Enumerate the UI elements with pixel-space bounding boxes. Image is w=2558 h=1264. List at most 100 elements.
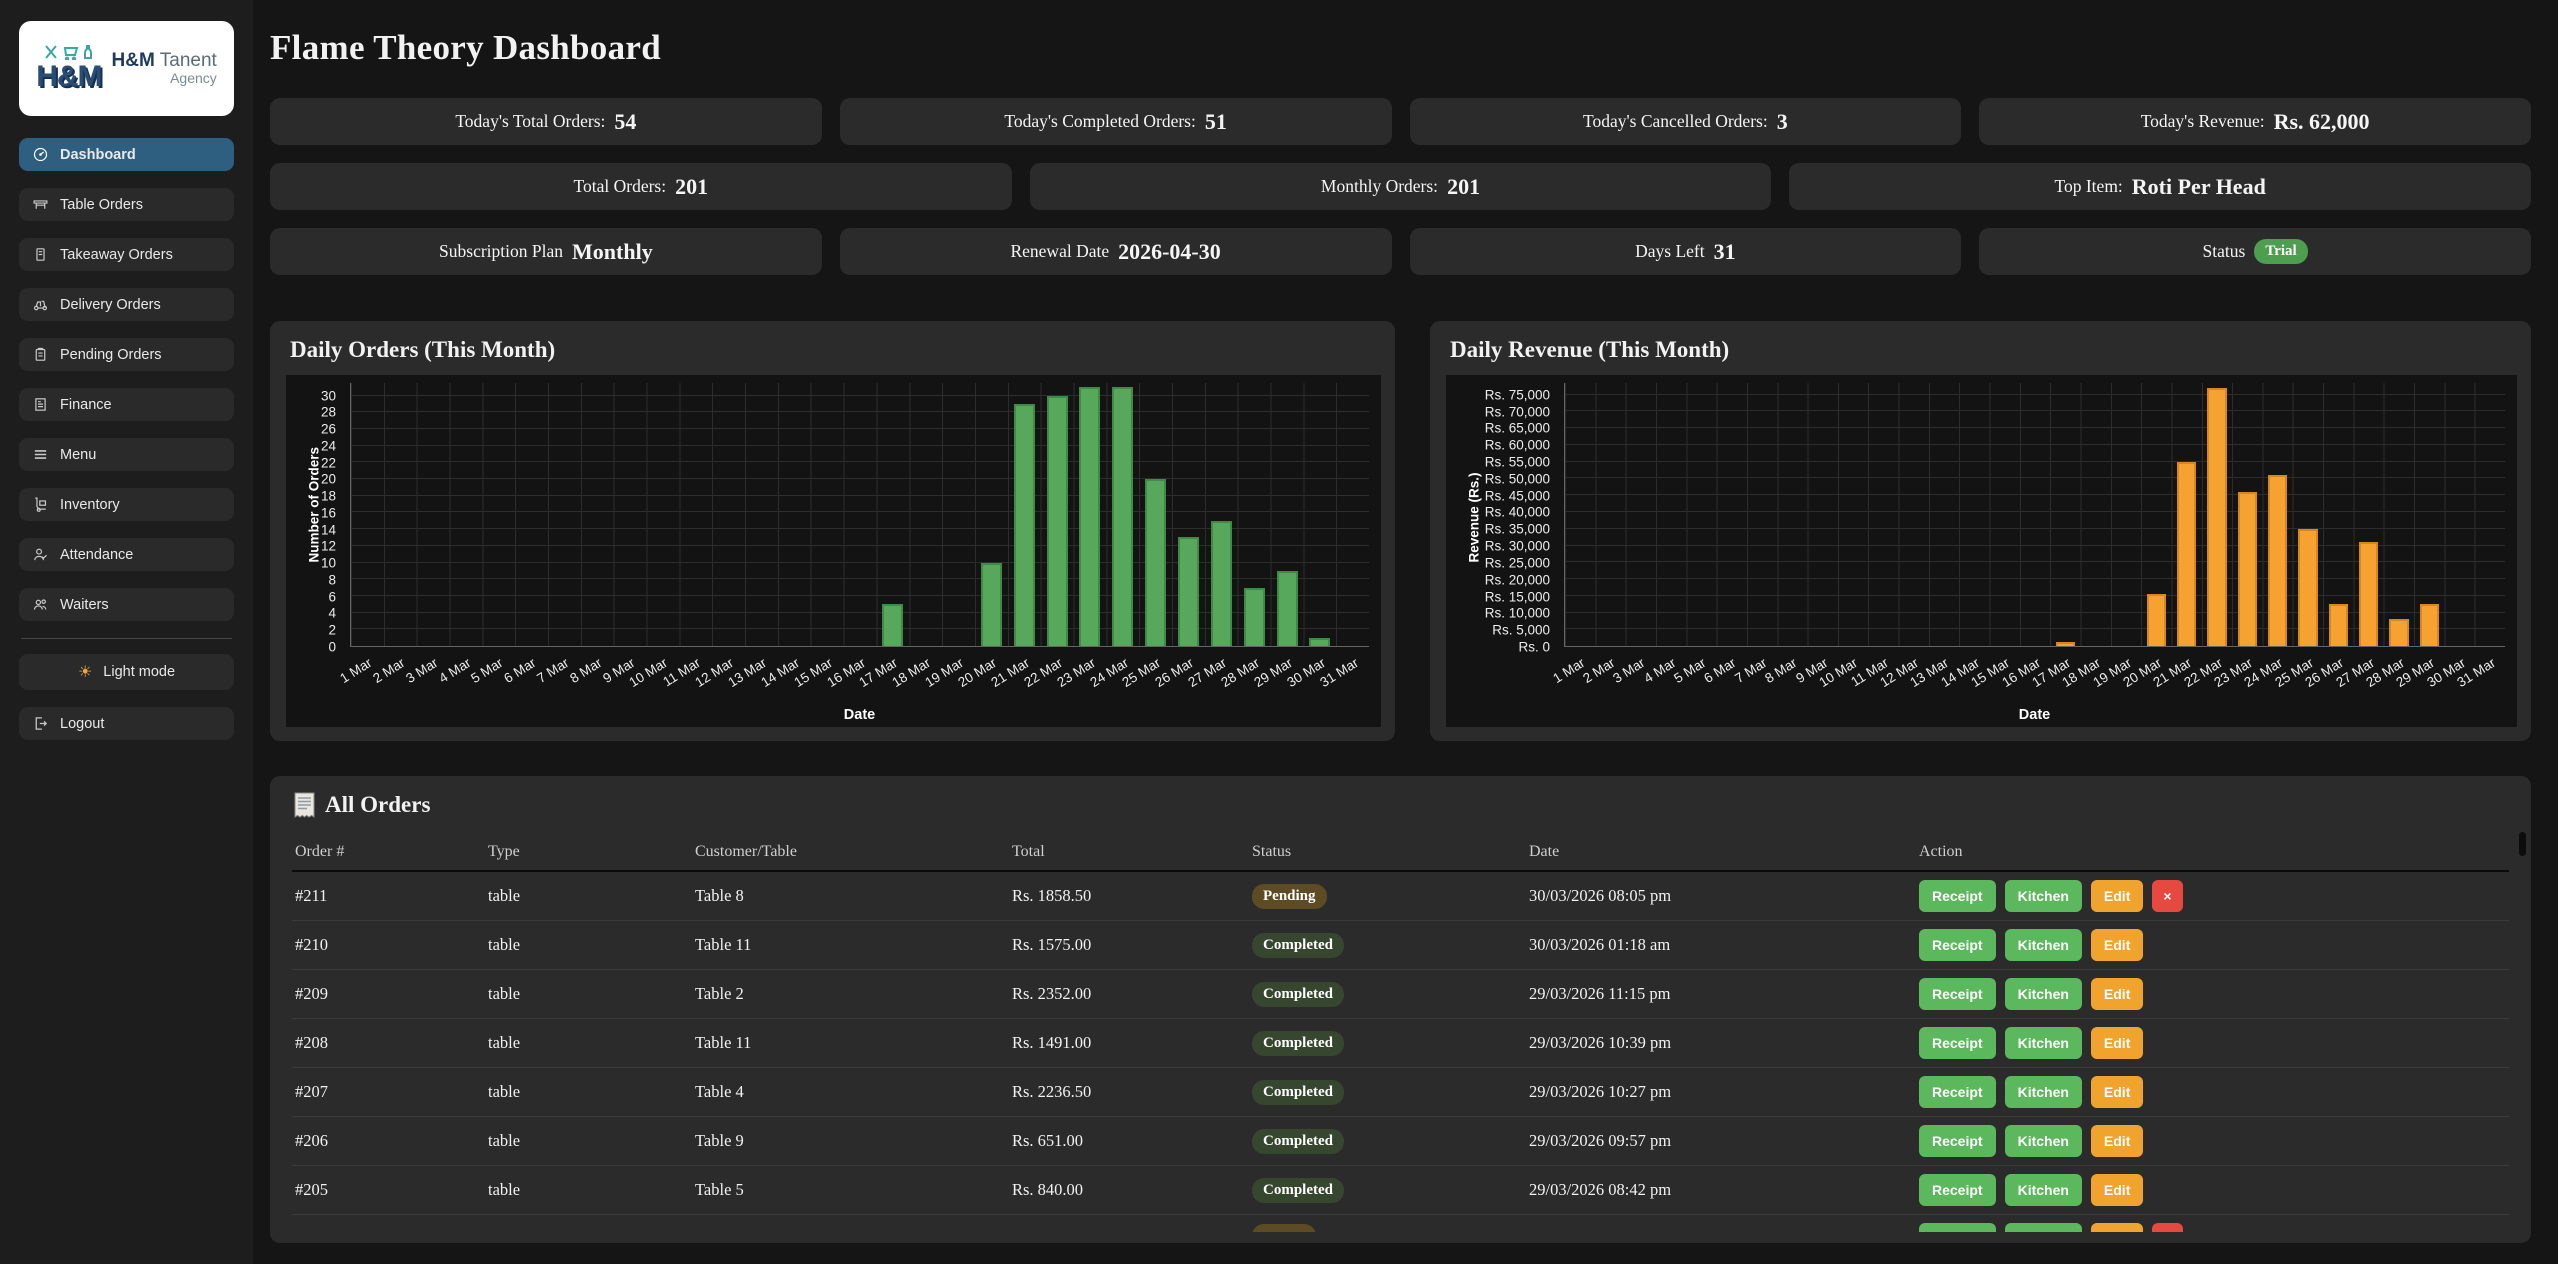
- gridline: [1565, 477, 2505, 479]
- y-tick-label: Rs. 50,000: [1484, 471, 1550, 487]
- stat-card-monthly-orders: Monthly Orders: 201: [1029, 163, 1772, 210]
- kitchen-button[interactable]: Kitchen: [2004, 1125, 2082, 1157]
- bar-slot-27-mar: [1205, 383, 1238, 646]
- gridline: [351, 494, 1369, 496]
- bar-23-mar: [1079, 387, 1101, 646]
- sidebar-item-takeaway-orders[interactable]: Takeaway Orders: [19, 238, 234, 271]
- edit-button[interactable]: Edit: [2090, 1223, 2144, 1232]
- cell-type: table: [488, 886, 521, 905]
- y-tick-label: Rs. 75,000: [1484, 387, 1550, 403]
- receipt-button[interactable]: Receipt: [1919, 1174, 1996, 1206]
- bars: [1565, 383, 2505, 646]
- stat-value: 201: [675, 173, 709, 199]
- bar-slot-24-mar: [2263, 383, 2293, 646]
- kitchen-button[interactable]: Kitchen: [2004, 1174, 2082, 1206]
- cell-type: table: [488, 1180, 521, 1199]
- bar-slot-7-mar: [548, 383, 581, 646]
- delete-button[interactable]: ×: [2152, 880, 2183, 912]
- sidebar-item-inventory[interactable]: Inventory: [19, 488, 234, 521]
- gridline: [351, 427, 1369, 429]
- receipt-button[interactable]: Receipt: [1919, 1223, 1996, 1232]
- bar-slot-5-mar: [482, 383, 515, 646]
- sidebar-item-menu[interactable]: Menu: [19, 438, 234, 471]
- kitchen-button[interactable]: Kitchen: [2004, 1223, 2082, 1232]
- bar-slot-6-mar: [515, 383, 548, 646]
- bar-slot-1-mar: [1565, 383, 1595, 646]
- edit-button[interactable]: Edit: [2090, 880, 2144, 912]
- sidebar-item-finance[interactable]: Finance: [19, 388, 234, 421]
- y-tick-label: Rs. 65,000: [1484, 420, 1550, 436]
- bar-slot-29-mar: [1271, 383, 1304, 646]
- sidebar-item-label: Waiters: [60, 596, 109, 613]
- sidebar-item-delivery-orders[interactable]: Delivery Orders: [19, 288, 234, 321]
- table-icon: [31, 196, 49, 214]
- bar-25-mar: [1145, 479, 1167, 646]
- cell-date: 29/03/2026 09:57 pm: [1529, 1131, 1672, 1150]
- bar-25-mar: [2298, 528, 2318, 646]
- bar-27-mar: [1210, 520, 1232, 646]
- bar-slot-8-mar: [1777, 383, 1807, 646]
- bar-17-mar: [882, 604, 904, 646]
- bar-slot-4-mar: [1656, 383, 1686, 646]
- sidebar-item-attendance[interactable]: Attendance: [19, 538, 234, 571]
- edit-button[interactable]: Edit: [2090, 1125, 2144, 1157]
- kitchen-button[interactable]: Kitchen: [2004, 1027, 2082, 1059]
- cell-date: 29/03/2026 08:42 pm: [1529, 1180, 1672, 1199]
- sidebar-item-pending-orders[interactable]: Pending Orders: [19, 338, 234, 371]
- bar-slot-8-mar: [581, 383, 614, 646]
- sidebar-item-waiters[interactable]: Waiters: [19, 588, 234, 621]
- y-tick-label: Rs. 55,000: [1484, 454, 1550, 470]
- receipt-button[interactable]: Receipt: [1919, 978, 1996, 1010]
- stat-card-renewal-date: Renewal Date 2026-04-30: [839, 228, 1392, 275]
- x-tick-slot: 31 Mar: [1317, 647, 1369, 703]
- bar-slot-19-mar: [942, 383, 975, 646]
- cell-customer: Table 4: [695, 1082, 744, 1101]
- light-mode-toggle[interactable]: ☀ Light mode: [19, 654, 234, 690]
- bar-slot-2-mar: [1595, 383, 1625, 646]
- bar-27-mar: [2358, 542, 2379, 646]
- order-row: #210 table Table 11 Rs. 1575.00 Completed 30/…: [292, 921, 2509, 970]
- stat-card-today-s-cancelled-orders: Today's Cancelled Orders: 3: [1409, 98, 1962, 145]
- y-tick-label: 16: [320, 505, 336, 521]
- delete-button[interactable]: ×: [2152, 1223, 2183, 1232]
- kitchen-button[interactable]: Kitchen: [2004, 929, 2082, 961]
- stats-row-today: Today's Total Orders: 54 Today's Completed…: [270, 98, 2531, 145]
- edit-button[interactable]: Edit: [2090, 1076, 2144, 1108]
- cell-order: #210: [295, 935, 328, 954]
- sidebar-item-dashboard[interactable]: Dashboard: [19, 138, 234, 171]
- cell-actions: Receipt Kitchen Edit: [1919, 1027, 2509, 1059]
- receipt-button[interactable]: Receipt: [1919, 1076, 1996, 1108]
- bar-21-mar: [1013, 403, 1035, 646]
- receipt-button[interactable]: Receipt: [1919, 1027, 1996, 1059]
- edit-button[interactable]: Edit: [2090, 1027, 2144, 1059]
- bar-slot-17-mar: [2050, 383, 2080, 646]
- kitchen-button[interactable]: Kitchen: [2004, 1076, 2082, 1108]
- kitchen-button[interactable]: Kitchen: [2004, 978, 2082, 1010]
- cell-status: [1252, 1223, 1529, 1232]
- bar-21-mar: [2177, 461, 2197, 646]
- gridline: [1565, 494, 2505, 496]
- bar-slot-26-mar: [2323, 383, 2353, 646]
- sidebar-item-table-orders[interactable]: Table Orders: [19, 188, 234, 221]
- cell-total: Rs. 1491.00: [1012, 1033, 1092, 1052]
- receipt-button[interactable]: Receipt: [1919, 880, 1996, 912]
- table-scrollbar-thumb[interactable]: [2519, 832, 2526, 856]
- cell-order: #206: [295, 1131, 328, 1150]
- chart-title: Daily Orders (This Month): [290, 337, 556, 362]
- kitchen-button[interactable]: Kitchen: [2004, 880, 2082, 912]
- status-badge-completed: Completed: [1252, 1079, 1344, 1105]
- bar-slot-16-mar: [844, 383, 877, 646]
- receipt-button[interactable]: Receipt: [1919, 1125, 1996, 1157]
- stat-card-today-s-total-orders: Today's Total Orders: 54: [270, 98, 822, 145]
- x-tick-labels: 1 Mar 2 Mar 3 Mar 4 Mar 5 Mar 6 Mar 7 Mar 8 Mar…: [1550, 647, 2505, 703]
- edit-button[interactable]: Edit: [2090, 929, 2144, 961]
- receipt-button[interactable]: Receipt: [1919, 929, 1996, 961]
- sidebar-item-label: Delivery Orders: [60, 296, 161, 313]
- bar-slot-2-mar: [384, 383, 417, 646]
- order-row: #211 table Table 8 Rs. 1858.50 Pending 30/03/…: [292, 872, 2509, 921]
- edit-button[interactable]: Edit: [2090, 1174, 2144, 1206]
- bar-slot-18-mar: [2081, 383, 2111, 646]
- logout-button[interactable]: Logout: [19, 707, 234, 740]
- order-row-partial: Receipt Kitchen Edit ×: [292, 1215, 2509, 1232]
- edit-button[interactable]: Edit: [2090, 978, 2144, 1010]
